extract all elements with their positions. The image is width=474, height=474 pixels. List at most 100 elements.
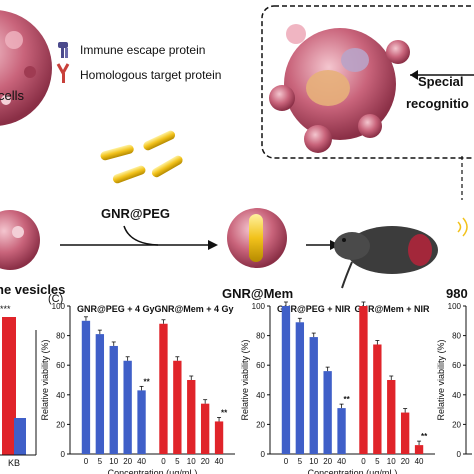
panel-c-label: (C): [48, 293, 63, 305]
bar: [323, 371, 332, 454]
kb-red-bar: [2, 317, 16, 455]
nir-laser-icon: [457, 217, 468, 237]
significance-mark: **: [144, 377, 151, 386]
x-tick-label: 10: [187, 457, 196, 466]
y-tick-label: 20: [452, 420, 461, 429]
x-tick-label: 5: [98, 457, 103, 466]
significance-mark: **: [221, 408, 228, 417]
cells-label: cells: [0, 88, 25, 103]
bar: [137, 390, 146, 454]
series-legend-label: GNR@PEG + 4 Gy: [77, 304, 155, 314]
x-tick-label: 10: [109, 457, 118, 466]
bar: [123, 360, 132, 454]
y-tick-label: 60: [256, 361, 265, 370]
x-axis-title: Concentration (μg/mL): [308, 468, 398, 474]
y-tick-label: 60: [56, 361, 65, 370]
homologous-target-protein-label: Homologous target protein: [80, 68, 221, 82]
y-tick-label: 40: [452, 391, 461, 400]
y-axis-title: Relative viability (%): [240, 339, 250, 420]
y-tick-label: 80: [452, 332, 461, 341]
x-tick-label: 5: [175, 457, 180, 466]
significance-label: ***: [0, 304, 11, 314]
bar: [337, 408, 346, 454]
x-tick-label: 40: [415, 457, 424, 466]
bar: [200, 403, 210, 454]
immune-escape-protein-icon: [58, 42, 68, 58]
recognition-dashed-box: [261, 5, 474, 159]
vesicles-label: ne vesicles: [0, 282, 65, 297]
bar: [309, 337, 318, 454]
bar: [173, 360, 182, 454]
x-tick-label: 10: [387, 457, 396, 466]
x-tick-label: 20: [323, 457, 332, 466]
y-tick-label: 40: [56, 391, 65, 400]
y-tick-label: 0: [261, 450, 266, 459]
legend-immune-escape: Immune escape protein: [58, 42, 205, 58]
cancer-cell-illustration: [0, 10, 52, 126]
x-tick-label: 10: [309, 457, 318, 466]
significance-mark: **: [421, 432, 428, 441]
wavelength-label: 980: [446, 286, 468, 301]
special-label: Special: [418, 74, 464, 89]
significance-mark: **: [344, 395, 351, 404]
bar: [214, 421, 224, 454]
bar: [373, 344, 382, 454]
y-tick-label: 20: [56, 420, 65, 429]
bar: [400, 412, 410, 454]
x-tick-label: 20: [201, 457, 210, 466]
bar: [414, 445, 424, 454]
y-tick-label: 100: [52, 302, 66, 311]
gnr-peg-nanorods: [100, 130, 183, 184]
recognition-label: recognitio: [406, 96, 469, 111]
series-legend-label: GNR@PEG + NIR: [277, 304, 351, 314]
y-tick-label: 60: [452, 361, 461, 370]
x-axis-title: Concentration (μg/mL): [108, 468, 198, 474]
bar: [359, 306, 368, 454]
viability-chart-partial: 0 20 40 60 80 100 Relative viability (%): [436, 302, 472, 459]
membrane-vesicle-illustration: [0, 210, 40, 270]
y-tick-label: 40: [256, 391, 265, 400]
legend-homologous-target: Homologous target protein: [56, 63, 221, 83]
mouse-illustration: [334, 226, 438, 289]
y-tick-label: 80: [56, 332, 65, 341]
series-legend-label: GNR@Mem + 4 Gy: [155, 304, 234, 314]
bar: [281, 306, 291, 454]
x-tick-label: 40: [137, 457, 146, 466]
bar: [109, 345, 118, 454]
bar: [81, 320, 91, 454]
x-tick-label: 20: [401, 457, 410, 466]
x-tick-label: 20: [123, 457, 132, 466]
gnr-peg-label: GNR@PEG: [101, 206, 170, 221]
bar: [95, 334, 105, 454]
homologous-target-protein-icon: [56, 63, 70, 83]
x-tick-label: 0: [161, 457, 166, 466]
immune-escape-protein-label: Immune escape protein: [80, 43, 205, 57]
bar: [295, 322, 305, 454]
series-legend-label: GNR@Mem + NIR: [355, 304, 431, 314]
x-tick-label: 40: [337, 457, 346, 466]
y-tick-label: 0: [457, 450, 462, 459]
x-tick-label: 0: [284, 457, 289, 466]
x-tick-label: 5: [298, 457, 303, 466]
x-tick-label: 5: [375, 457, 380, 466]
bar: [187, 380, 196, 454]
y-tick-label: 20: [256, 420, 265, 429]
y-tick-label: 0: [61, 450, 66, 459]
kb-bar-panel: [0, 317, 37, 456]
assembly-arrow: [60, 225, 218, 250]
y-tick-label: 100: [252, 302, 266, 311]
bar: [387, 380, 396, 454]
x-tick-label: 0: [361, 457, 366, 466]
gnr-mem-illustration: [227, 208, 287, 268]
bar: [159, 323, 168, 454]
y-tick-label: 100: [448, 302, 462, 311]
x-tick-label: 40: [215, 457, 224, 466]
kb-label: KB: [8, 458, 20, 468]
kb-blue-bar: [14, 418, 26, 455]
y-tick-label: 80: [256, 332, 265, 341]
y-axis-title: Relative viability (%): [436, 339, 446, 420]
x-tick-label: 0: [84, 457, 89, 466]
